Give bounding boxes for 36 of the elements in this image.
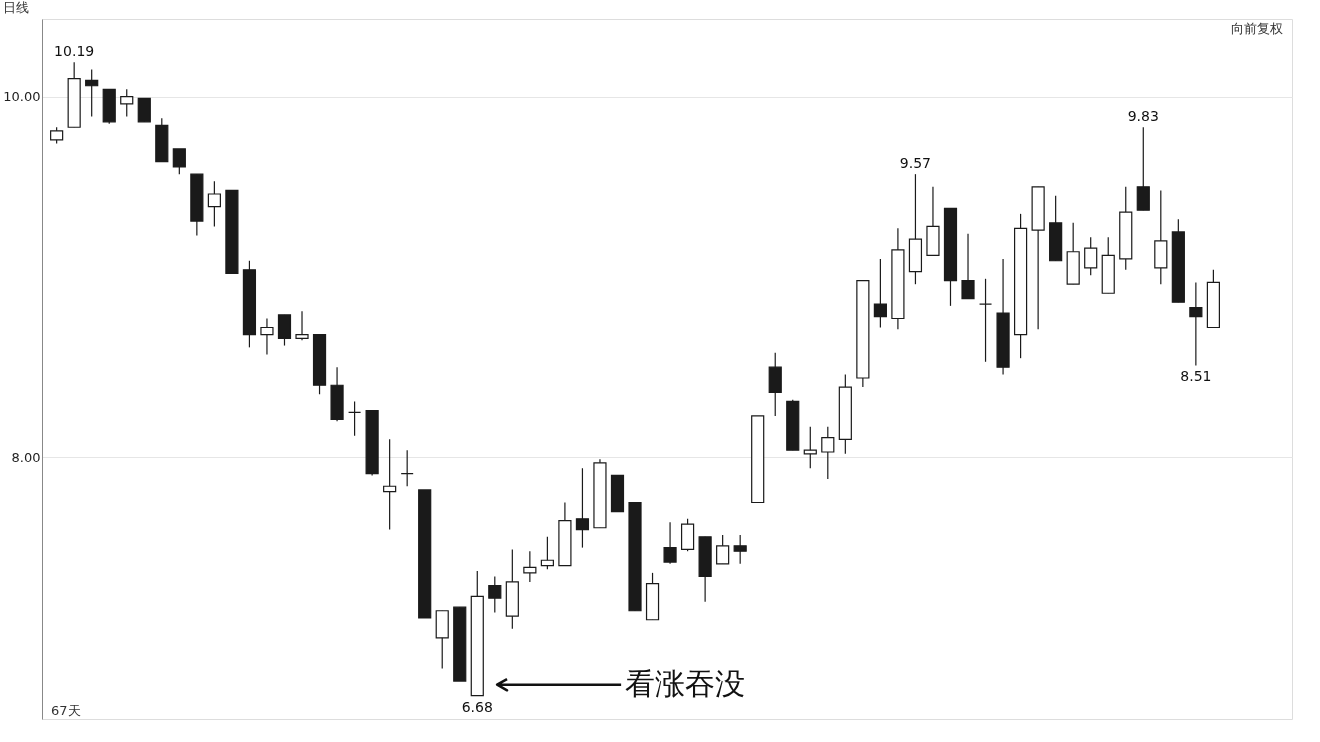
candlestick [716, 534, 730, 565]
candlestick [873, 258, 887, 329]
annotation: 6.68 [461, 698, 493, 715]
candlestick [207, 180, 221, 228]
y-tick-label: 8.00 [11, 449, 41, 465]
candlestick [961, 233, 975, 300]
y-tick-label: 10.00 [3, 89, 41, 105]
candlestick [488, 575, 502, 614]
candlestick [821, 426, 835, 480]
annotation: 8.51 [1180, 368, 1212, 385]
annotation: 看涨吞没 [625, 665, 746, 701]
candlestick [523, 550, 537, 583]
candlestick [575, 467, 590, 549]
annotation: 9.57 [899, 155, 932, 172]
annotation: 9.83 [1127, 108, 1159, 125]
candlestick [137, 97, 151, 123]
candlestick [663, 521, 677, 565]
candlestick [733, 534, 747, 565]
candlestick [383, 438, 397, 531]
annotation: 67天 [51, 703, 81, 718]
candlestick [1084, 236, 1098, 276]
candlestick [400, 449, 414, 487]
annotation: 10.19 [54, 43, 95, 60]
candlestick [540, 536, 554, 570]
candlestick [172, 148, 186, 175]
candlestick [1189, 281, 1203, 366]
text: 向前复权 [1231, 21, 1283, 36]
candlestick [120, 88, 134, 118]
candlestick [978, 278, 993, 363]
candlestick [295, 310, 309, 341]
candlestick [1136, 126, 1150, 211]
candlestick [277, 314, 292, 347]
chart-title: 日线 [2, 0, 29, 15]
candlestick [85, 68, 99, 118]
candlestick [260, 317, 274, 356]
candlestick [347, 400, 362, 437]
